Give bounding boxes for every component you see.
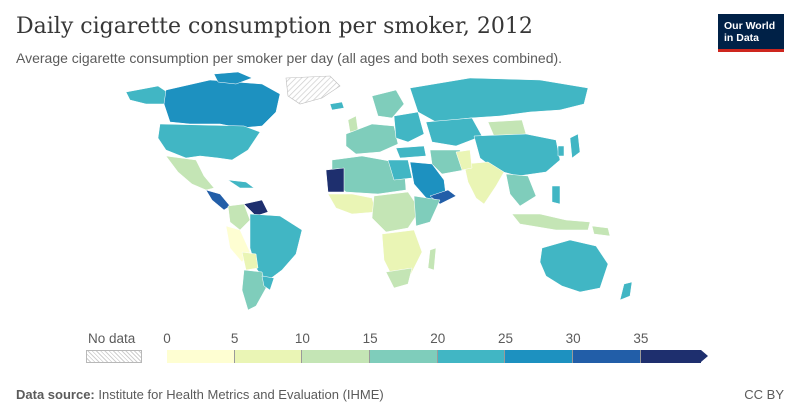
legend-bin-4[interactable] xyxy=(437,350,506,363)
legend-tick-1: 5 xyxy=(230,331,239,346)
iran[interactable] xyxy=(429,149,465,175)
mauritania[interactable] xyxy=(325,167,345,193)
chart-subtitle: Average cigarette consumption per smoker… xyxy=(16,50,563,66)
pakistan[interactable] xyxy=(455,149,473,171)
color-legend: No data 0 5 10 15 20 25 30 35 xyxy=(0,326,800,366)
central-africa[interactable] xyxy=(371,191,421,233)
legend-tick-6: 30 xyxy=(565,331,581,346)
legend-tick-7: 35 xyxy=(633,331,649,346)
no-data-swatch xyxy=(86,350,142,363)
eastern-europe[interactable] xyxy=(393,111,425,143)
bolivia[interactable] xyxy=(241,251,259,271)
iceland[interactable] xyxy=(329,101,345,111)
legend-arrow xyxy=(700,350,708,362)
papua-new-guinea[interactable] xyxy=(591,225,611,237)
logo-line-2: in Data xyxy=(724,32,760,44)
legend-bin-6[interactable] xyxy=(573,350,641,363)
legend-bins xyxy=(167,350,708,363)
greenland[interactable] xyxy=(285,75,341,105)
madagascar[interactable] xyxy=(427,247,437,271)
legend-tick-5: 25 xyxy=(497,331,514,346)
argentina[interactable] xyxy=(241,269,267,311)
caribbean[interactable] xyxy=(227,179,255,189)
logo-line-1: Our World xyxy=(724,20,776,32)
alaska[interactable] xyxy=(125,85,171,105)
central-asia[interactable] xyxy=(425,117,483,147)
turkey[interactable] xyxy=(395,145,427,159)
russia[interactable] xyxy=(409,77,589,123)
united-states[interactable] xyxy=(157,123,261,161)
east-africa[interactable] xyxy=(413,195,441,227)
egypt[interactable] xyxy=(387,159,413,181)
no-data-label: No data xyxy=(88,331,136,346)
legend-tick-0: 0 xyxy=(163,331,171,346)
license-label[interactable]: CC BY xyxy=(744,387,784,402)
indonesia[interactable] xyxy=(511,213,591,231)
south-africa[interactable] xyxy=(385,267,413,289)
uruguay[interactable] xyxy=(261,275,275,291)
owid-logo[interactable]: Our World in Data xyxy=(718,14,784,52)
legend-tick-2: 10 xyxy=(294,331,310,346)
chart-title: Daily cigarette consumption per smoker, … xyxy=(16,14,533,39)
world-map[interactable] xyxy=(80,72,650,312)
australia[interactable] xyxy=(539,239,609,293)
southeast-asia[interactable] xyxy=(505,173,537,207)
central-america[interactable] xyxy=(205,189,231,211)
legend-bin-0[interactable] xyxy=(167,350,235,363)
india[interactable] xyxy=(463,161,505,205)
legend-bin-3[interactable] xyxy=(370,350,438,363)
canada-islands[interactable] xyxy=(213,72,253,85)
scandinavia[interactable] xyxy=(371,89,405,119)
united-kingdom[interactable] xyxy=(347,115,359,133)
mexico[interactable] xyxy=(165,155,215,191)
colombia[interactable] xyxy=(227,203,251,231)
mongolia[interactable] xyxy=(487,119,527,137)
legend-bin-1[interactable] xyxy=(234,350,303,363)
philippines[interactable] xyxy=(551,185,561,205)
venezuela[interactable] xyxy=(243,199,269,217)
canada[interactable] xyxy=(163,79,281,129)
korea[interactable] xyxy=(557,145,565,157)
legend-bin-5[interactable] xyxy=(505,350,574,363)
legend-bin-2[interactable] xyxy=(302,350,371,363)
west-africa[interactable] xyxy=(327,193,377,215)
data-source: Data source: Institute for Health Metric… xyxy=(16,387,384,402)
data-source-label: Data source: xyxy=(16,387,95,402)
legend-bin-7[interactable] xyxy=(640,350,701,363)
legend-tick-4: 20 xyxy=(430,331,446,346)
japan[interactable] xyxy=(569,133,581,159)
data-source-text[interactable]: Institute for Health Metrics and Evaluat… xyxy=(98,387,384,402)
western-europe[interactable] xyxy=(345,123,399,155)
new-zealand[interactable] xyxy=(619,281,633,301)
legend-tick-3: 15 xyxy=(362,331,378,346)
